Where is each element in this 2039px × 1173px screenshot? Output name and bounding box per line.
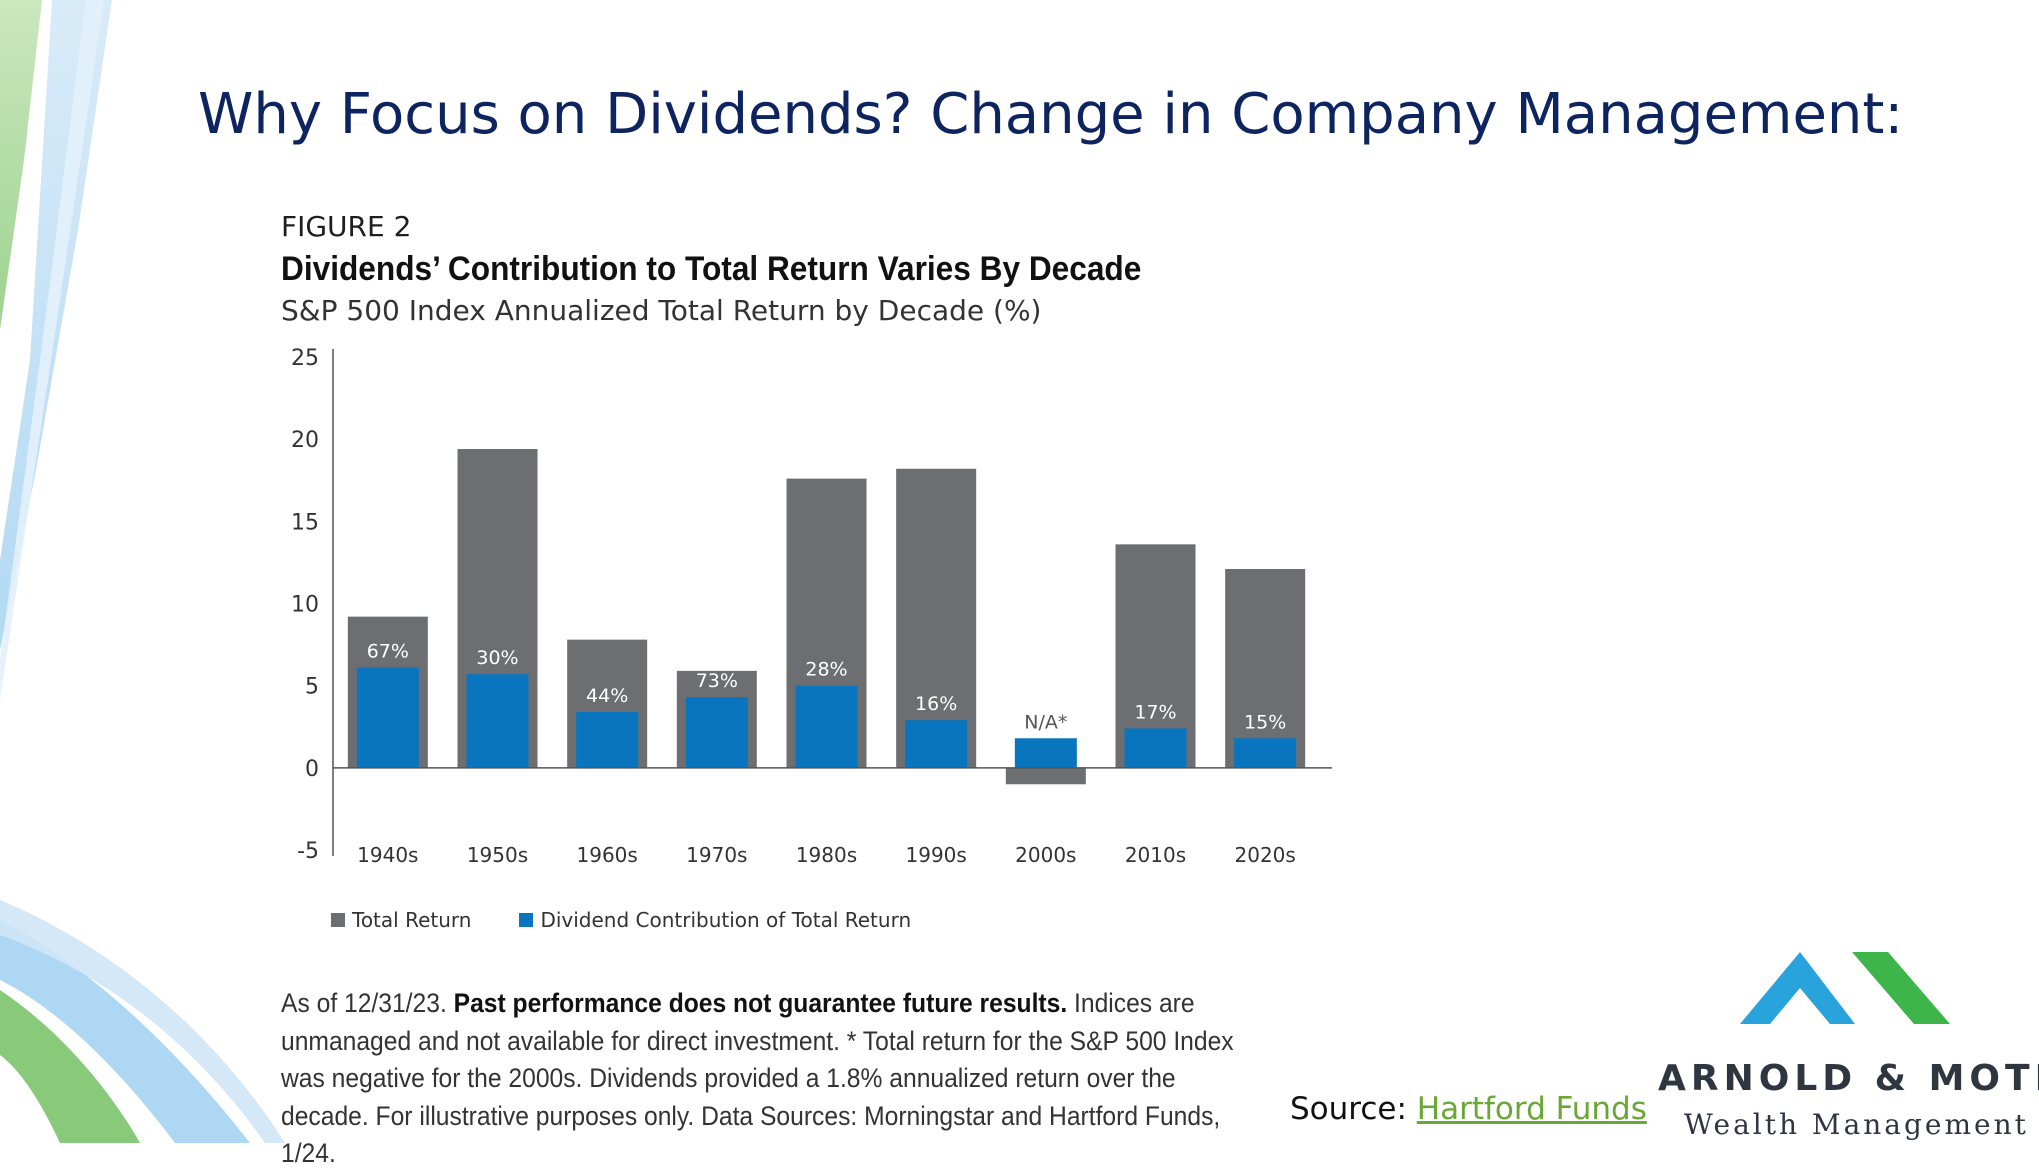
x-tick-label: 2010s [1125, 843, 1186, 867]
y-tick-label: 5 [305, 675, 319, 700]
total-return-bar [896, 468, 977, 768]
chart-legend: Total Return Dividend Contribution of To… [331, 908, 959, 932]
dividend-contribution-bar [1234, 738, 1297, 768]
x-tick-label: 1970s [686, 843, 747, 867]
dividend-share-data-label: 30% [476, 647, 518, 669]
top-left-light-swoosh [0, 0, 104, 700]
decorative-swooshes [0, 0, 285, 1143]
source-prefix: Source: [1290, 1091, 1417, 1127]
dividend-share-data-label: 28% [805, 659, 847, 681]
footnote-disclaimer: Past performance does not guarantee futu… [453, 988, 1068, 1018]
dividend-contribution-bar [1014, 738, 1077, 768]
footnote-date: As of 12/31/23. [281, 988, 454, 1018]
logo-green-slash [1852, 952, 1950, 1024]
dividend-contribution-bar [1124, 728, 1187, 768]
logo-blue-peak [1740, 952, 1855, 1024]
dividend-contribution-bar [795, 685, 858, 768]
x-tick-label: 1940s [357, 843, 418, 867]
figure-label: FIGURE 2 [281, 210, 412, 243]
legend-item-dividend-contribution: Dividend Contribution of Total Return [519, 908, 911, 932]
bottom-left-light-swoosh [0, 900, 285, 1143]
legend-label-dividend-contribution: Dividend Contribution of Total Return [540, 908, 912, 932]
dividend-share-data-label: 16% [915, 693, 957, 715]
dividend-contribution-bar [685, 697, 748, 768]
x-tick-label: 1960s [577, 843, 638, 867]
y-tick-label: 15 [291, 510, 319, 535]
dividend-contribution-bar [576, 711, 639, 768]
dividend-share-data-label: N/A* [1024, 711, 1067, 733]
arnold-mote-logo-icon [1740, 952, 1950, 1024]
x-tick-label: 1950s [467, 843, 528, 867]
dividend-share-data-label: 73% [696, 670, 738, 692]
y-tick-label: 10 [291, 593, 319, 618]
y-tick-label: 25 [291, 346, 319, 371]
dividend-share-data-label: 17% [1134, 701, 1176, 723]
legend-item-total-return: Total Return [331, 908, 471, 932]
legend-label-total-return: Total Return [352, 908, 472, 932]
y-tick-label: 20 [291, 428, 319, 453]
dividend-bar-chart: 25 20 15 10 5 0 -5 67% 1940s 30% 1950s 44% 1960s 73% 1… [291, 346, 1332, 867]
figure-title: Dividends’ Contribution to Total Return … [281, 250, 1142, 288]
x-tick-label: 1980s [796, 843, 857, 867]
brand-subtitle: Wealth Management [1684, 1108, 2029, 1141]
figure-subtitle: S&P 500 Index Annualized Total Return by… [281, 294, 1042, 327]
dividend-share-data-label: 15% [1244, 711, 1286, 733]
source-link-hartford-funds[interactable]: Hartford Funds [1416, 1091, 1647, 1127]
footnote-details: Indices are unmanaged and not available … [281, 988, 1234, 1168]
dividend-contribution-bar [356, 667, 419, 768]
chart-footnote: As of 12/31/23. Past performance does no… [281, 985, 1267, 1173]
dividend-share-data-label: 67% [367, 641, 409, 663]
y-tick-label: 0 [305, 757, 319, 782]
y-tick-label: -5 [297, 839, 319, 864]
x-tick-label: 2020s [1235, 843, 1296, 867]
brand-name: ARNOLD & MOTE [1658, 1058, 2039, 1099]
bottom-left-green-swoosh [0, 990, 140, 1143]
x-tick-label: 2000s [1015, 843, 1076, 867]
dividend-contribution-bar [905, 720, 968, 768]
legend-swatch-dividend-contribution [519, 913, 534, 927]
total-return-bar [1225, 568, 1306, 768]
legend-swatch-total-return [331, 913, 345, 927]
dividend-share-data-label: 44% [586, 685, 628, 707]
top-left-green-swoosh [0, 0, 42, 330]
x-tick-label: 1990s [906, 843, 967, 867]
bottom-left-blue-swoosh [0, 920, 250, 1143]
source-line: Source: Hartford Funds [1290, 1091, 1647, 1127]
dividend-contribution-bar [466, 674, 529, 768]
slide-title: Why Focus on Dividends? Change in Compan… [198, 82, 1904, 147]
total-return-bar [1005, 767, 1086, 785]
